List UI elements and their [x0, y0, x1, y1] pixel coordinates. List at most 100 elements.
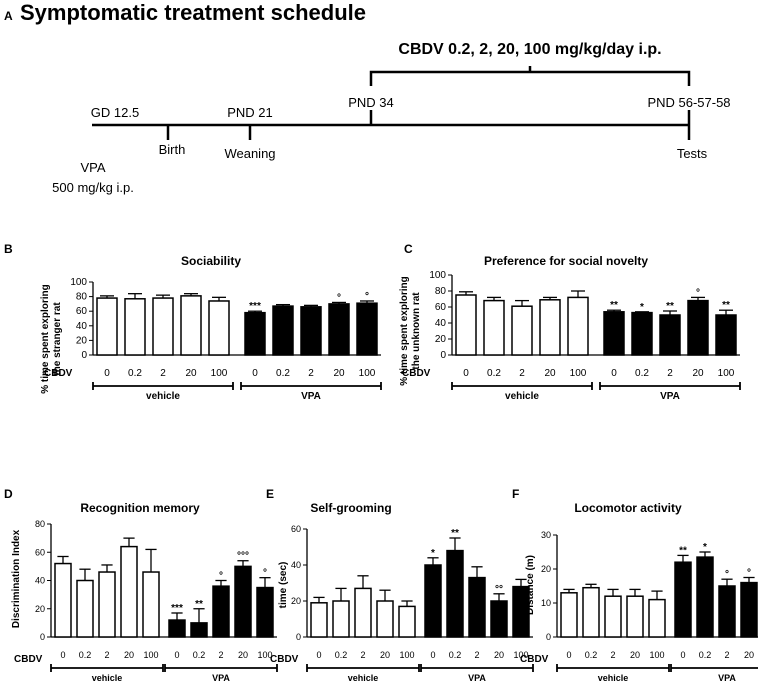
- chart-d-category-label: 0: [60, 650, 65, 660]
- panel-letter-c: C: [404, 242, 413, 256]
- chart-b-category-label: 0.2: [276, 368, 290, 379]
- timeline-label-pnd21: PND 21: [227, 105, 273, 120]
- chart-c-category-label: 0.2: [487, 368, 501, 379]
- chart-b-ytick-label: 40: [76, 321, 88, 332]
- chart-c-ylabel-2: the unknown rat: [411, 292, 422, 370]
- chart-f-bar: [674, 561, 692, 638]
- chart-c-ylabel-1: % time spent exploring: [399, 276, 410, 385]
- chart-d-group-label: vehicle: [92, 673, 123, 683]
- chart-b-bar: [208, 300, 230, 356]
- chart-d-category-label: 0: [174, 650, 179, 660]
- chart-c-annotation: **: [666, 301, 674, 312]
- chart-f-bar: [718, 585, 736, 638]
- chart-e-bar: [354, 587, 372, 638]
- chart-f-ytick-label: 0: [546, 632, 551, 642]
- chart-e-bar: [468, 576, 486, 638]
- chart-d-title: Recognition memory: [80, 501, 200, 515]
- timeline-label-gd: GD 12.5: [91, 105, 139, 120]
- chart-e-group-label: vehicle: [348, 673, 379, 683]
- chart-e-category-label: 0.2: [335, 650, 348, 660]
- chart-d-bar: [212, 585, 230, 638]
- chart-d-annotation: °: [219, 571, 223, 582]
- chart-b-ytick-label: 20: [76, 335, 88, 346]
- chart-c-annotation: **: [610, 300, 618, 311]
- chart-d-xlabel: CBDV: [14, 654, 43, 665]
- chart-c-group-label: vehicle: [505, 391, 539, 402]
- chart-e-ytick-label: 40: [291, 560, 301, 570]
- chart-d-category-label: 20: [124, 650, 134, 660]
- chart-e-category-label: 2: [360, 650, 365, 660]
- chart-e-category-label: 20: [494, 650, 504, 660]
- chart-c-category-label: 0: [611, 368, 617, 379]
- chart-d-category-label: 100: [143, 650, 158, 660]
- chart-d-bar: [234, 565, 252, 638]
- treatment-bracket: [369, 70, 691, 86]
- chart-f-annotation: *: [703, 542, 707, 553]
- timeline-label-pnd34: PND 34: [348, 95, 394, 110]
- chart-b-xlabel: CBDV: [44, 368, 73, 379]
- chart-e-category-label: 0: [430, 650, 435, 660]
- chart-b-bar: [356, 302, 378, 356]
- chart-d-annotation: °: [263, 568, 267, 579]
- chart-b-category-label: 20: [333, 368, 345, 379]
- chart-d-bar: [256, 586, 274, 638]
- chart-b-category-label: 100: [359, 368, 376, 379]
- timeline-label-vpa: VPA: [80, 160, 105, 175]
- chart-c-ytick-label: 100: [429, 270, 446, 281]
- chart-d-annotation: **: [195, 599, 203, 610]
- chart-d-category-label: 0.2: [193, 650, 206, 660]
- chart-b-bar: [124, 298, 146, 356]
- chart-b-bar: [180, 295, 202, 356]
- chart-f-ytick-label: 10: [541, 598, 551, 608]
- chart-f-category-label: 20: [630, 650, 640, 660]
- chart-c-annotation: *: [640, 302, 644, 313]
- chart-b-annotation: ***: [249, 301, 261, 312]
- chart-c-category-label: 20: [544, 368, 556, 379]
- chart-e-bar: [446, 549, 464, 638]
- chart-b-category-label: 2: [308, 368, 314, 379]
- chart-b-ytick-label: 80: [76, 292, 88, 303]
- panel-letter-f: F: [512, 487, 519, 501]
- chart-f-ytick-label: 30: [541, 530, 551, 540]
- chart-c-category-label: 100: [718, 368, 735, 379]
- chart-f-bar: [740, 581, 758, 638]
- chart-e-ytick-label: 60: [291, 524, 301, 534]
- panel-b-sociability: B Sociability % time spent exploring the…: [4, 242, 382, 402]
- chart-c-bar: [511, 305, 533, 356]
- chart-b-group-label: vehicle: [146, 391, 180, 402]
- chart-b-annotation: °: [365, 291, 369, 302]
- chart-e-bar: [512, 585, 530, 638]
- chart-b-category-label: 0: [104, 368, 110, 379]
- chart-d-bar: [98, 571, 116, 638]
- timeline-label-pnd56: PND 56-57-58: [647, 95, 730, 110]
- chart-f-category-label: 0.2: [585, 650, 598, 660]
- chart-c-annotation: **: [722, 300, 730, 311]
- chart-e-category-label: 100: [399, 650, 414, 660]
- chart-b-category-label: 20: [185, 368, 197, 379]
- chart-b-group-bracket: [240, 382, 382, 390]
- chart-f-category-label: 20: [744, 650, 754, 660]
- panel-a-title: Symptomatic treatment schedule: [20, 0, 366, 25]
- chart-c-category-label: 0.2: [635, 368, 649, 379]
- chart-e-bar: [424, 564, 442, 638]
- chart-f-category-label: 0: [680, 650, 685, 660]
- chart-d-bar: [54, 562, 72, 638]
- chart-f-category-label: 0: [566, 650, 571, 660]
- chart-f-bar: [560, 592, 578, 638]
- chart-d-bar: [120, 545, 138, 638]
- chart-d-category-label: 20: [238, 650, 248, 660]
- chart-d-ytick-label: 0: [40, 632, 45, 642]
- chart-d-group-label: VPA: [212, 673, 230, 683]
- chart-c-bar: [539, 299, 561, 356]
- chart-b-group-label: VPA: [301, 391, 321, 402]
- chart-d-group-bracket: [50, 664, 164, 672]
- chart-d-bar: [190, 622, 208, 638]
- chart-f-bar: [648, 598, 666, 638]
- chart-c-bar: [715, 314, 737, 356]
- chart-c-group-label: VPA: [660, 391, 680, 402]
- timeline-label-tests: Tests: [677, 146, 708, 161]
- chart-f-bar: [604, 595, 622, 638]
- chart-d-annotation: ***: [171, 603, 183, 614]
- chart-b-category-label: 100: [211, 368, 228, 379]
- chart-b-ytick-label: 100: [70, 277, 87, 288]
